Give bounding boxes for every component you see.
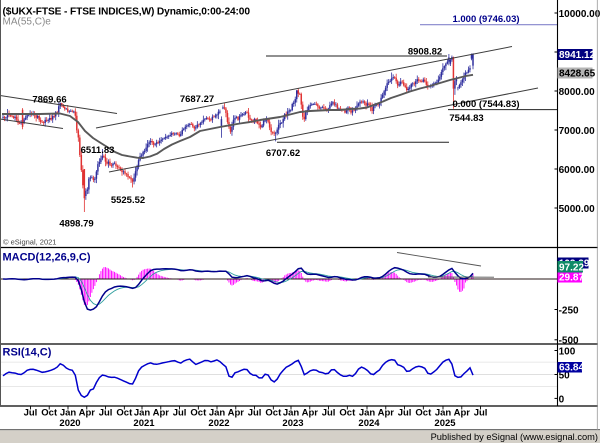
svg-text:Apr: Apr (302, 408, 319, 419)
svg-text:Apr: Apr (454, 408, 471, 419)
svg-text:Jul: Jul (99, 408, 113, 419)
svg-text:2022: 2022 (208, 418, 229, 429)
svg-text:Jul: Jul (322, 408, 336, 419)
svg-text:63.84: 63.84 (559, 362, 584, 373)
svg-text:Oct: Oct (116, 408, 133, 419)
svg-text:2021: 2021 (133, 418, 155, 429)
svg-text:Jul: Jul (173, 408, 187, 419)
svg-text:Jan: Jan (209, 408, 226, 419)
svg-text:MA(55,C)e: MA(55,C)e (3, 17, 52, 28)
svg-text:4898.79: 4898.79 (59, 219, 93, 230)
svg-text:Apr: Apr (378, 408, 395, 419)
svg-text:Jul: Jul (398, 408, 412, 419)
svg-text:10000.00: 10000.00 (559, 9, 600, 20)
svg-text:Jan: Jan (359, 408, 376, 419)
svg-text:100: 100 (559, 346, 576, 357)
svg-text:2024: 2024 (358, 418, 380, 429)
svg-text:7544.83: 7544.83 (449, 113, 483, 124)
svg-text:Jul: Jul (24, 408, 38, 419)
svg-text:Apr: Apr (228, 408, 245, 419)
svg-text:MACD(12,26,9,C): MACD(12,26,9,C) (3, 252, 91, 264)
svg-text:7687.27: 7687.27 (180, 94, 214, 105)
svg-text:Oct: Oct (41, 408, 58, 419)
svg-text:© eSignal, 2021: © eSignal, 2021 (3, 238, 56, 247)
svg-text:6000.00: 6000.00 (559, 165, 596, 176)
svg-text:Jul: Jul (474, 408, 488, 419)
svg-text:8908.82: 8908.82 (408, 46, 442, 57)
svg-text:Oct: Oct (415, 408, 432, 419)
svg-text:Jan: Jan (60, 408, 77, 419)
svg-text:Jan: Jan (435, 408, 452, 419)
svg-text:5000.00: 5000.00 (559, 204, 596, 215)
svg-text:Jan: Jan (283, 408, 300, 419)
svg-text:2020: 2020 (59, 418, 80, 429)
svg-text:6707.62: 6707.62 (266, 148, 300, 159)
svg-text:0: 0 (559, 394, 565, 405)
svg-text:8941.12: 8941.12 (559, 50, 596, 61)
svg-text:Apr: Apr (79, 408, 96, 419)
svg-text:7000.00: 7000.00 (559, 126, 596, 137)
svg-text:1.000 (9746.03): 1.000 (9746.03) (452, 14, 519, 25)
svg-text:7869.66: 7869.66 (32, 95, 66, 106)
svg-text:Apr: Apr (153, 408, 170, 419)
svg-text:-500: -500 (559, 336, 579, 347)
svg-text:6511.83: 6511.83 (81, 145, 115, 156)
svg-text:8428.65: 8428.65 (559, 68, 596, 79)
svg-text:97.22: 97.22 (559, 262, 584, 273)
svg-text:50: 50 (559, 371, 571, 382)
svg-text:Oct: Oct (265, 408, 282, 419)
svg-text:RSI(14,C): RSI(14,C) (3, 347, 52, 359)
svg-text:Oct: Oct (339, 408, 356, 419)
svg-text:Published by eSignal (www.esig: Published by eSignal (www.esignal.com) (431, 432, 598, 442)
svg-text:29.87: 29.87 (559, 272, 584, 283)
svg-text:8000.00: 8000.00 (559, 87, 596, 98)
svg-text:Jul: Jul (248, 408, 262, 419)
svg-text:-250: -250 (559, 305, 579, 316)
svg-text:Oct: Oct (190, 408, 207, 419)
svg-text:Jan: Jan (134, 408, 151, 419)
svg-text:2025: 2025 (434, 418, 456, 429)
svg-text:5525.52: 5525.52 (111, 195, 145, 206)
svg-text:($UKX-FTSE - FTSE INDICES,W) D: ($UKX-FTSE - FTSE INDICES,W) Dynamic,0:0… (3, 7, 251, 18)
svg-text:0.000 (7544.83): 0.000 (7544.83) (452, 99, 519, 110)
svg-text:2023: 2023 (282, 418, 303, 429)
